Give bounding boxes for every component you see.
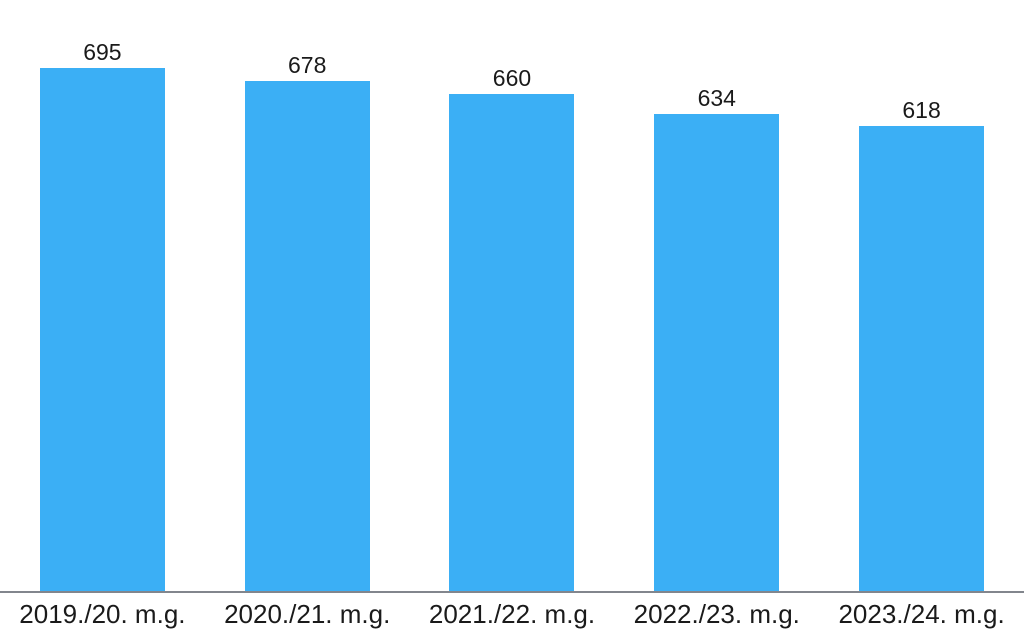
bar-value-label: 618 [902, 96, 941, 123]
bar-group: 695 [0, 0, 205, 591]
bar [449, 94, 575, 591]
x-axis-tick-label: 2020./21. m.g. [224, 598, 391, 629]
bar-value-label: 634 [697, 84, 736, 111]
bar-group: 660 [410, 0, 615, 591]
bar-group: 678 [205, 0, 410, 591]
x-axis-labels: 2019./20. m.g. 2020./21. m.g. 2021./22. … [0, 593, 1024, 634]
bar [39, 68, 165, 591]
plot-area: 695 678 660 634 618 [0, 0, 1024, 591]
bar-value-label: 678 [288, 51, 327, 78]
bar [244, 81, 370, 591]
bar-group: 634 [614, 0, 819, 591]
bar [859, 126, 985, 591]
x-axis-tick-label: 2022./23. m.g. [633, 598, 800, 629]
x-axis-tick-label: 2023./24. m.g. [838, 598, 1005, 629]
x-axis-tick-label: 2019./20. m.g. [19, 598, 186, 629]
bar-value-label: 660 [492, 64, 532, 91]
x-axis-line [0, 591, 1024, 593]
bar-value-label: 695 [83, 38, 122, 65]
x-axis-tick-label: 2021./22. m.g. [428, 598, 596, 629]
bar-group: 618 [819, 0, 1024, 591]
bar [654, 114, 780, 591]
